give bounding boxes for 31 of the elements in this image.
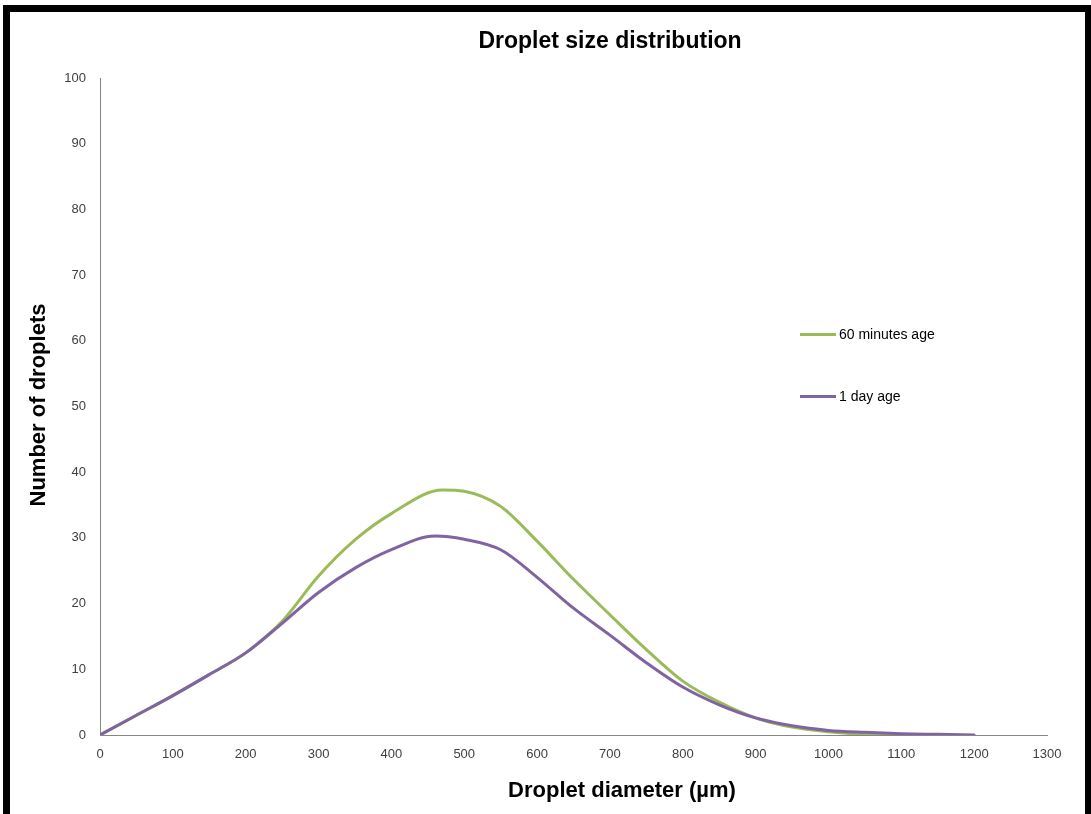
x-axis-title: Droplet diameter (µm) bbox=[508, 777, 736, 803]
y-tick-label: 50 bbox=[71, 398, 86, 414]
x-tick-label: 1300 bbox=[1032, 746, 1062, 762]
y-tick-label: 10 bbox=[71, 660, 86, 676]
x-tick-label: 0 bbox=[96, 746, 104, 762]
y-tick-label: 70 bbox=[71, 266, 86, 282]
x-tick-label: 1200 bbox=[959, 746, 989, 762]
y-tick-label: 40 bbox=[71, 463, 86, 479]
x-tick-label: 400 bbox=[380, 746, 403, 762]
y-tick-label: 20 bbox=[71, 595, 86, 611]
chart-title: Droplet size distribution bbox=[478, 26, 742, 54]
y-axis-title: Number of droplets bbox=[25, 303, 51, 507]
x-tick-label: 900 bbox=[744, 746, 767, 762]
x-tick-label: 700 bbox=[599, 746, 621, 762]
legend-label: 60 minutes age bbox=[839, 326, 935, 342]
x-tick-label: 100 bbox=[161, 746, 184, 762]
x-tick-label: 600 bbox=[526, 746, 548, 762]
x-tick-label: 300 bbox=[307, 746, 330, 762]
line-series bbox=[100, 534, 976, 735]
y-tick-label: 0 bbox=[78, 726, 86, 742]
y-tick-label: 30 bbox=[71, 529, 86, 545]
x-tick-label: 800 bbox=[671, 746, 694, 762]
y-tick-label: 90 bbox=[71, 135, 86, 151]
y-tick-label: 80 bbox=[71, 200, 86, 216]
x-tick-label: 200 bbox=[234, 746, 257, 762]
x-tick-label: 1100 bbox=[887, 746, 916, 762]
legend-label: 1 day age bbox=[839, 388, 901, 404]
x-tick-label: 1000 bbox=[814, 746, 843, 762]
y-tick-label: 60 bbox=[71, 332, 86, 348]
x-tick-label: 500 bbox=[453, 746, 476, 762]
y-tick-label: 100 bbox=[64, 69, 86, 85]
